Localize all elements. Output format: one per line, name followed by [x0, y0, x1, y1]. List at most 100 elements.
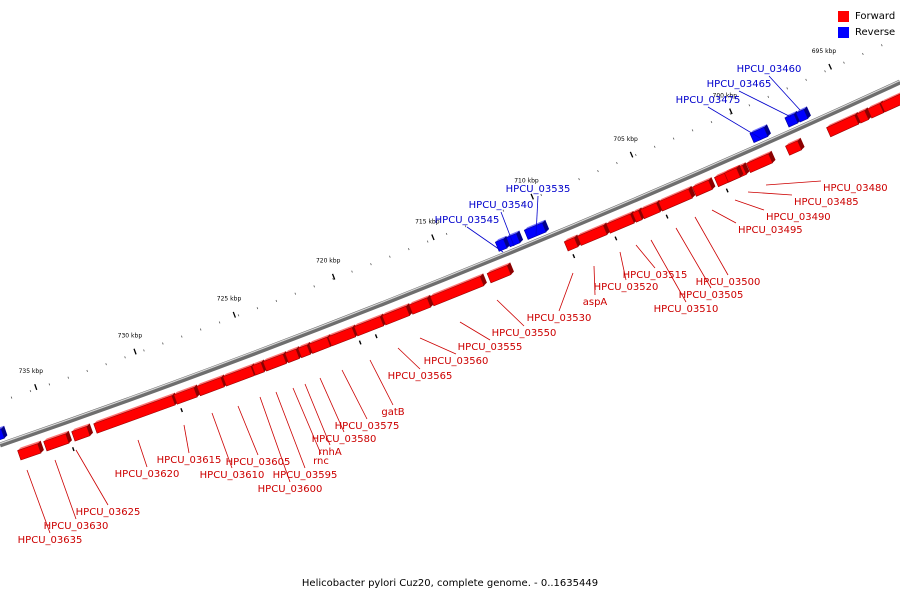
ruler-dot: [351, 270, 353, 273]
ruler-dot: [843, 61, 845, 64]
gene-front-face: [880, 93, 900, 113]
ruler-dot: [559, 186, 561, 189]
ruler-dot: [881, 44, 883, 47]
forward-gene-block: [196, 374, 228, 397]
gene-top-face: [43, 430, 69, 442]
gene-boundary-mark: [71, 446, 75, 452]
gene-side-face: [507, 262, 514, 275]
genome-backbone: [0, 79, 900, 448]
forward-gene-block: [408, 294, 434, 315]
gene-top-face: [749, 124, 767, 134]
forward-gene-block: [71, 423, 94, 442]
gene-top-face: [0, 425, 5, 430]
gene-label-leader: [369, 359, 394, 406]
gene-label: HPCU_03520: [594, 282, 659, 293]
ruler-dot: [313, 285, 315, 288]
forward-gene-block: [605, 210, 638, 234]
ruler-dot: [767, 95, 770, 98]
gene-label: HPCU_03610: [200, 470, 265, 481]
gene-label: aspA: [583, 297, 608, 308]
gene-label: HPCU_03575: [335, 421, 400, 432]
gene-top-face: [826, 111, 858, 128]
gene-label-leader: [694, 216, 729, 276]
forward-gene-block: [657, 185, 696, 212]
gene-label: HPCU_03630: [44, 521, 109, 532]
gene-label: HPCU_03635: [18, 535, 83, 546]
forward-gene-block: [576, 222, 611, 246]
gene-label: HPCU_03485: [794, 197, 859, 208]
gene-side-face: [736, 164, 744, 178]
ruler-dot: [67, 376, 69, 379]
gene-top-face: [577, 222, 607, 237]
gene-front-face: [826, 114, 860, 138]
ruler-dot: [445, 232, 448, 235]
forward-swatch: [838, 10, 849, 22]
gene-side-face: [516, 230, 524, 243]
gene-top-face: [867, 100, 883, 110]
gene-label-leader: [341, 369, 368, 420]
gene-top-face: [658, 185, 692, 202]
genome-backbone-highlight: [0, 79, 900, 445]
gene-label-leader: [734, 199, 765, 211]
gene-label: HPCU_03615: [157, 455, 222, 466]
gene-label-leader: [26, 469, 51, 534]
forward-gene-block: [173, 384, 201, 405]
gene-label: gatB: [381, 407, 404, 418]
ruler-dot: [370, 263, 372, 266]
gene-side-face: [427, 294, 434, 308]
ruler-dot: [597, 170, 599, 173]
gene-label: HPCU_03560: [424, 356, 489, 367]
gene-label-leader: [75, 449, 109, 506]
gene-label: HPCU_03515: [623, 270, 688, 281]
legend-label-forward: Forward: [855, 10, 896, 22]
gene-top-face: [746, 150, 772, 164]
forward-gene-block: [381, 303, 413, 326]
gene-label-leader: [558, 272, 574, 312]
forward-gene-block: [43, 430, 72, 452]
gene-side-face: [688, 185, 696, 199]
gene-top-face: [284, 346, 299, 354]
gene-top-face: [795, 106, 807, 113]
gene-top-face: [506, 230, 520, 238]
gene-boundary-mark: [572, 254, 576, 259]
gene-front-face: [71, 425, 91, 442]
ruler-dot: [256, 307, 259, 310]
gene-side-face: [797, 137, 805, 150]
reverse-gene-block: [523, 219, 550, 240]
legend-item-forward: Forward: [838, 8, 895, 24]
gene-label: rnhA: [318, 447, 342, 458]
ruler-dot: [805, 78, 807, 81]
gene-top-face: [71, 423, 90, 432]
gene-label-leader: [496, 299, 525, 327]
gene-label: HPCU_03620: [115, 469, 180, 480]
gene-label-leader: [275, 391, 306, 469]
ruler-dot: [426, 240, 429, 243]
ruler-dot: [124, 356, 126, 359]
gene-side-face: [406, 303, 413, 316]
gene-label: HPCU_03550: [492, 328, 557, 339]
gene-label-leader: [747, 191, 793, 196]
gene-label-leader: [765, 180, 822, 186]
kbp-tick-mark: [34, 383, 38, 391]
gene-top-face: [173, 384, 197, 395]
gene-side-face: [763, 124, 771, 137]
gene-label: HPCU_03460: [737, 64, 802, 75]
gene-label-leader: [768, 75, 801, 111]
gene-label: rnc: [313, 456, 329, 467]
ruler-dot: [181, 335, 183, 338]
gene-label-leader: [211, 412, 233, 469]
gene-label: HPCU_03480: [823, 183, 888, 194]
gene-top-face: [308, 334, 330, 345]
ruler-dot: [502, 209, 505, 212]
ruler-dot: [464, 225, 467, 228]
ruler-dot: [862, 52, 864, 56]
gene-top-face: [297, 341, 310, 349]
kbp-tick-label: 700 kbp: [713, 93, 738, 100]
forward-gene-block: [691, 177, 716, 197]
kbp-tick-label: 695 kbp: [812, 48, 837, 55]
gene-top-face: [196, 374, 224, 387]
gene-top-face: [495, 235, 507, 243]
kbp-tick-label: 715 kbp: [415, 218, 440, 225]
gene-label-leader: [635, 244, 656, 269]
